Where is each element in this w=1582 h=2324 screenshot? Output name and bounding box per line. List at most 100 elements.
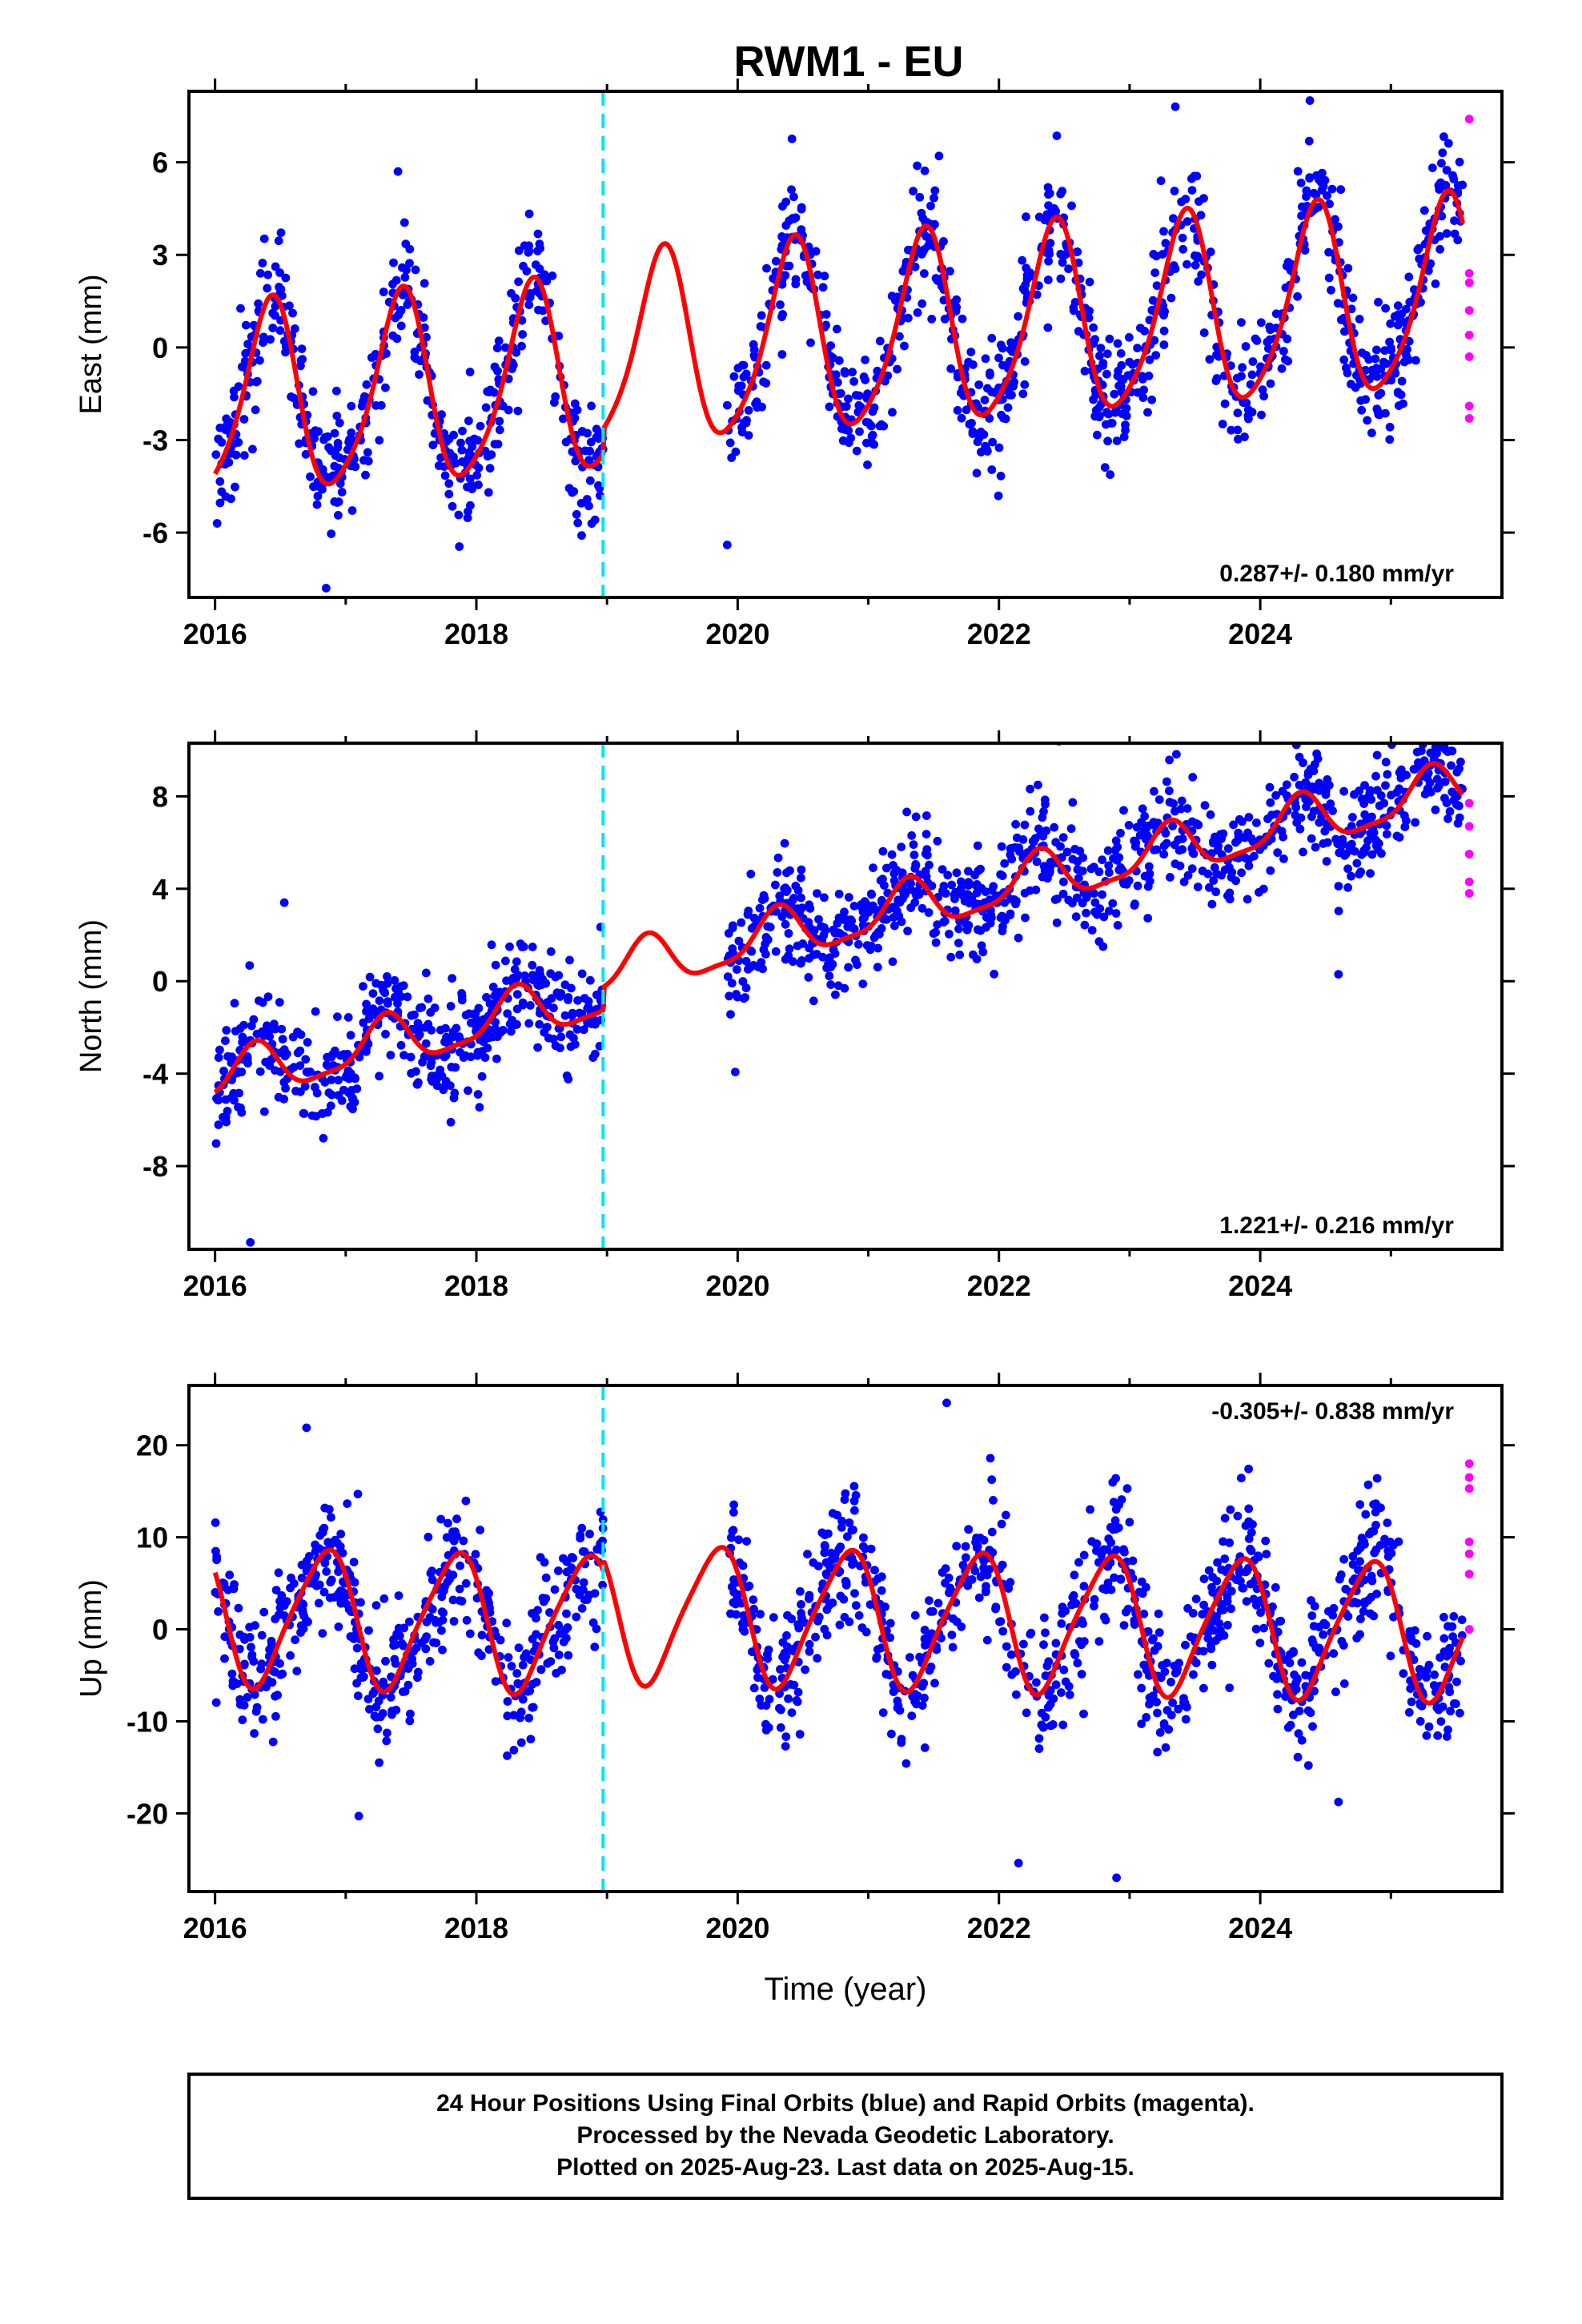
data-point <box>812 950 821 959</box>
data-point <box>869 440 878 449</box>
data-point <box>434 461 444 470</box>
data-point <box>473 436 483 445</box>
data-point <box>415 370 424 379</box>
data-point <box>753 963 763 971</box>
data-point <box>1336 316 1346 324</box>
data-point <box>579 1025 588 1035</box>
data-point <box>492 344 502 352</box>
data-point <box>968 427 978 436</box>
data-point <box>762 263 771 273</box>
data-point <box>1229 820 1238 830</box>
data-point <box>372 1666 381 1675</box>
data-point <box>327 1513 335 1522</box>
data-point <box>945 929 954 939</box>
data-point <box>1225 895 1235 904</box>
data-point <box>365 1704 374 1714</box>
data-point <box>1297 1735 1307 1745</box>
data-point <box>263 270 272 279</box>
data-point <box>1189 849 1199 858</box>
y-tick-label: -4 <box>143 1058 168 1091</box>
data-point <box>784 929 793 938</box>
data-point <box>982 1570 992 1580</box>
data-point <box>791 881 801 891</box>
data-point <box>825 971 834 981</box>
data-point <box>382 1736 391 1746</box>
data-point <box>400 272 410 282</box>
data-point <box>576 499 586 508</box>
data-point <box>1020 820 1030 830</box>
data-point <box>276 1670 285 1679</box>
footer-line-3: Plotted on 2025-Aug-23. Last data on 202… <box>556 2154 1134 2181</box>
data-point <box>468 480 477 490</box>
data-point <box>1225 888 1235 898</box>
data-point <box>583 1595 592 1604</box>
data-point <box>862 438 871 448</box>
data-point <box>1411 1638 1421 1648</box>
data-point <box>969 950 978 959</box>
data-point <box>1410 1626 1419 1635</box>
data-point <box>1182 217 1192 226</box>
data-point <box>1271 790 1280 800</box>
data-point <box>1396 774 1406 782</box>
data-point <box>1057 1688 1066 1697</box>
data-point <box>987 333 997 343</box>
data-point <box>337 488 347 497</box>
data-point <box>777 912 787 921</box>
data-point <box>410 352 420 362</box>
data-point <box>1366 829 1375 838</box>
data-point <box>731 447 741 456</box>
data-point <box>785 261 794 271</box>
data-point <box>1456 1656 1465 1666</box>
data-point <box>1065 1690 1074 1699</box>
data-point <box>939 237 948 246</box>
data-point <box>1207 899 1217 909</box>
data-point <box>471 1550 480 1559</box>
data-point <box>846 433 856 443</box>
data-point <box>348 1093 357 1103</box>
data-point <box>1183 1604 1192 1613</box>
data-point <box>211 1588 220 1597</box>
data-point <box>276 228 286 237</box>
data-point <box>230 392 239 402</box>
data-point <box>739 372 749 382</box>
data-point <box>1374 838 1383 848</box>
data-point <box>404 1680 413 1690</box>
data-point <box>1011 1667 1020 1676</box>
data-point <box>797 903 807 913</box>
data-point <box>421 968 431 978</box>
data-point <box>448 501 457 511</box>
data-point <box>332 412 342 420</box>
data-point <box>920 1743 930 1752</box>
data-point <box>1133 344 1142 352</box>
data-point <box>1212 1612 1221 1621</box>
data-point <box>1150 786 1158 796</box>
data-point <box>1348 293 1358 303</box>
data-point <box>580 446 590 456</box>
data-point <box>849 1558 858 1567</box>
data-point <box>1308 1638 1318 1648</box>
data-point <box>1057 1619 1066 1628</box>
data-point <box>1150 336 1159 345</box>
data-point <box>1244 855 1253 864</box>
data-point <box>1119 806 1128 815</box>
data-point <box>278 1035 287 1043</box>
rapid-point <box>1464 1625 1474 1634</box>
data-point <box>1116 828 1125 838</box>
data-point <box>214 1053 223 1062</box>
data-point <box>1265 335 1275 344</box>
data-point <box>525 292 535 302</box>
data-point <box>211 1546 220 1556</box>
data-point <box>534 305 543 315</box>
data-point <box>1198 1610 1207 1619</box>
data-point <box>297 344 307 353</box>
data-point <box>1022 263 1031 273</box>
data-point <box>1419 206 1429 215</box>
y-tick-label: 10 <box>136 1522 168 1554</box>
data-point <box>822 963 831 972</box>
data-point <box>989 1496 998 1505</box>
data-point <box>420 1023 430 1032</box>
data-point <box>957 1622 966 1631</box>
data-point <box>502 1618 512 1628</box>
data-point <box>809 996 818 1006</box>
data-point <box>437 1592 447 1602</box>
